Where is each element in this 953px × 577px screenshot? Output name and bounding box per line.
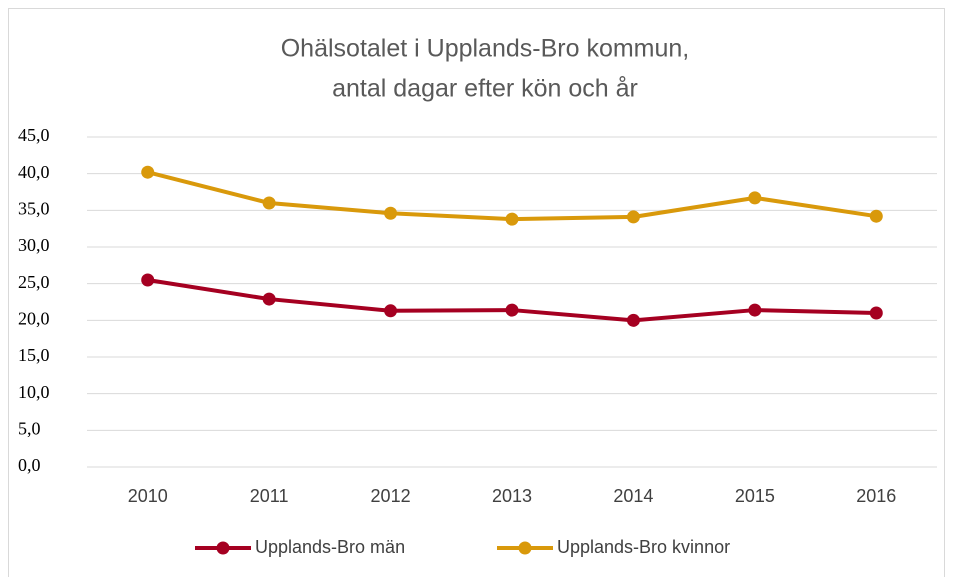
y-tick-label: 40,0 — [18, 162, 50, 182]
chart-title: Ohälsotalet i Upplands-Bro kommun, — [281, 35, 690, 63]
point — [748, 303, 762, 317]
x-tick-label: 2011 — [250, 486, 289, 506]
y-tick-label: 35,0 — [18, 198, 50, 218]
chart-title: antal dagar efter kön och år — [332, 75, 638, 103]
y-tick-label: 5,0 — [18, 418, 41, 438]
point — [869, 209, 883, 223]
legend-marker — [216, 541, 230, 555]
point — [626, 313, 640, 327]
point — [141, 273, 155, 287]
x-tick-label: 2013 — [492, 486, 532, 506]
y-tick-label: 10,0 — [18, 382, 50, 402]
x-tick-label: 2010 — [128, 486, 168, 506]
point — [869, 306, 883, 320]
y-tick-label: 25,0 — [18, 272, 50, 292]
point — [748, 191, 762, 205]
x-tick-label: 2014 — [613, 486, 653, 506]
point — [262, 196, 276, 210]
point — [626, 210, 640, 224]
y-tick-label: 0,0 — [18, 455, 41, 475]
legend-label: Upplands-Bro män — [255, 537, 405, 557]
y-tick-label: 45,0 — [18, 125, 50, 145]
y-tick-label: 20,0 — [18, 308, 50, 328]
y-tick-label: 30,0 — [18, 235, 50, 255]
chart-frame — [8, 8, 945, 577]
point — [384, 304, 398, 318]
x-tick-label: 2015 — [735, 486, 775, 506]
point — [505, 212, 519, 226]
point — [141, 165, 155, 179]
legend-marker — [518, 541, 532, 555]
y-tick-label: 15,0 — [18, 345, 50, 365]
x-tick-label: 2016 — [856, 486, 896, 506]
point — [384, 206, 398, 220]
point — [505, 303, 519, 317]
x-tick-label: 2012 — [371, 486, 411, 506]
legend-label: Upplands-Bro kvinnor — [557, 537, 730, 557]
point — [262, 292, 276, 306]
